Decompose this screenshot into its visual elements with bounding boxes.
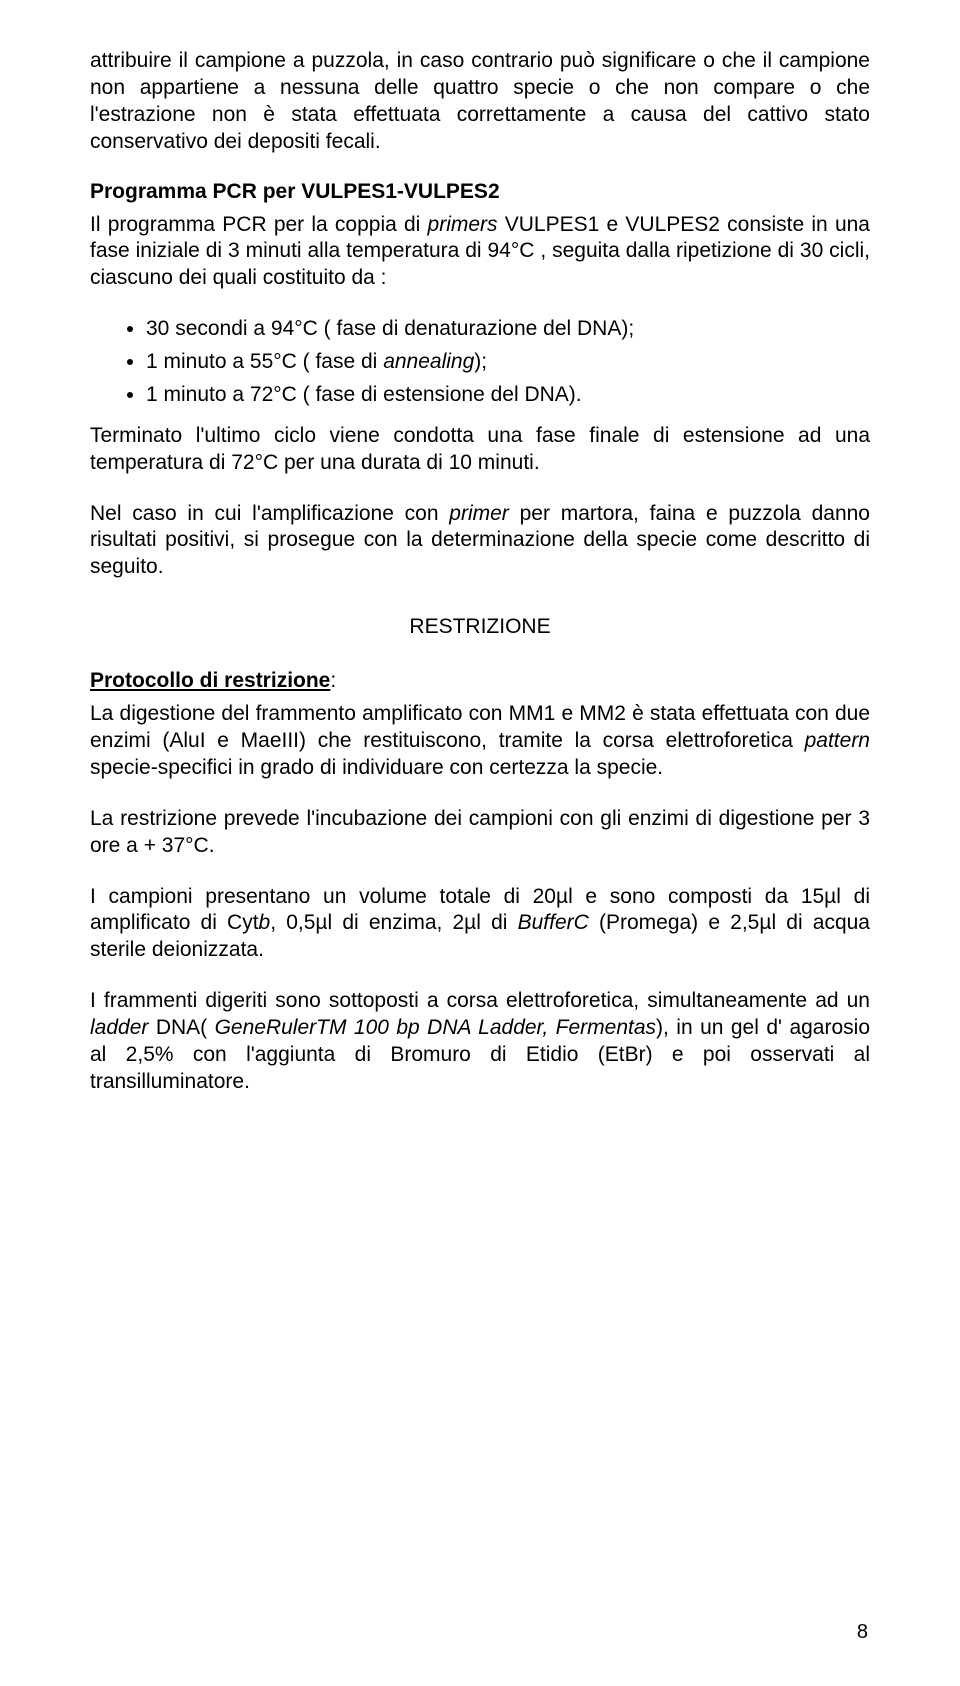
text-run: ); (474, 350, 487, 373)
section2-title: RESTRIZIONE (90, 615, 870, 639)
intro-paragraph: attribuire il campione a puzzola, in cas… (90, 48, 870, 156)
section1-para3: Nel caso in cui l'amplificazione con pri… (90, 501, 870, 582)
italic-pattern: pattern (805, 729, 870, 752)
text-run: DNA( (148, 1016, 214, 1039)
italic-generuler: GeneRulerTM 100 bp DNA Ladder, Fermentas (215, 1016, 656, 1039)
section3-para4: I frammenti digeriti sono sottoposti a c… (90, 988, 870, 1096)
text-run: Nel caso in cui l'amplificazione con (90, 502, 449, 525)
section1-para1: Il programma PCR per la coppia di primer… (90, 212, 870, 293)
italic-primer: primer (449, 502, 509, 525)
text-run: 30 secondi a 94°C ( fase di denaturazion… (146, 317, 634, 340)
italic-b: b (259, 911, 271, 934)
italic-bufferc: BufferC (518, 911, 589, 934)
italic-annealing: annealing (383, 350, 474, 373)
document-page: attribuire il campione a puzzola, in cas… (0, 0, 960, 1686)
text-run: , 0,5µl di enzima, 2µl di (270, 911, 517, 934)
text-run: 1 minuto a 55°C ( fase di (146, 350, 383, 373)
italic-ladder: ladder (90, 1016, 148, 1039)
section3-title: Protocollo di restrizione (90, 669, 330, 692)
text-run: specie-specifici in grado di individuare… (90, 756, 663, 779)
section3-para2: La restrizione prevede l'incubazione dei… (90, 806, 870, 860)
section1-title: Programma PCR per VULPES1-VULPES2 (90, 180, 870, 204)
text-run: 1 minuto a 72°C ( fase di estensione del… (146, 383, 582, 406)
section3-para1: La digestione del frammento amplificato … (90, 701, 870, 782)
list-item: 1 minuto a 55°C ( fase di annealing); (146, 349, 870, 376)
text-run: I frammenti digeriti sono sottoposti a c… (90, 989, 870, 1012)
italic-primers: primers (428, 213, 498, 236)
section3-para3: I campioni presentano un volume totale d… (90, 884, 870, 965)
page-number: 8 (857, 1621, 868, 1644)
list-item: 30 secondi a 94°C ( fase di denaturazion… (146, 316, 870, 343)
list-item: 1 minuto a 72°C ( fase di estensione del… (146, 382, 870, 409)
text-run: Il programma PCR per la coppia di (90, 213, 428, 236)
section3-title-line: Protocollo di restrizione: (90, 669, 870, 693)
section1-para2: Terminato l'ultimo ciclo viene condotta … (90, 423, 870, 477)
text-run: La digestione del frammento amplificato … (90, 702, 870, 752)
bullet-list: 30 secondi a 94°C ( fase di denaturazion… (90, 316, 870, 409)
